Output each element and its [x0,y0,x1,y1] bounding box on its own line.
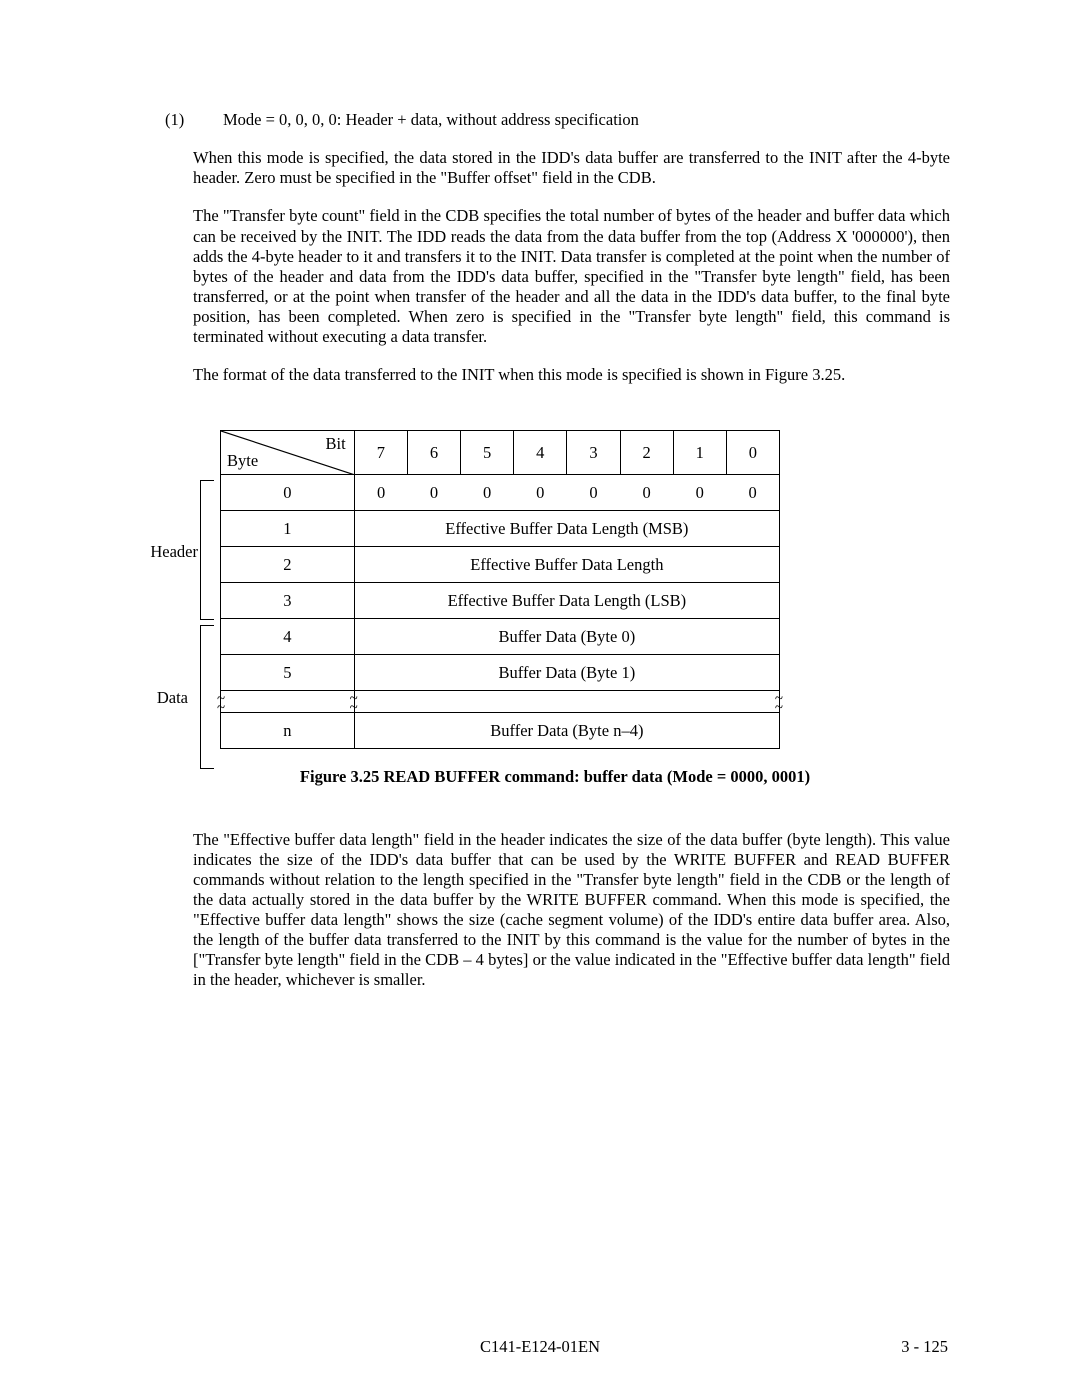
table-row-0: 0 0 0 0 0 0 0 0 0 [221,475,780,511]
section-heading: (1) Mode = 0, 0, 0, 0: Header + data, wi… [70,110,950,130]
header-bracket-label: Header [150,542,198,562]
row-4-span: Buffer Data (Byte 0) [354,619,779,655]
figure-caption: Figure 3.25 READ BUFFER command: buffer … [160,767,950,787]
row-5-span: Buffer Data (Byte 1) [354,655,779,691]
table-row-n: n Buffer Data (Byte n–4) [221,713,780,749]
bit-val: 0 [461,475,514,511]
bit-val: 0 [620,475,673,511]
bit-header-7: 7 [354,431,407,475]
bit-header-4: 4 [514,431,567,475]
row-2-span: Effective Buffer Data Length [354,547,779,583]
byte-1: 1 [221,511,355,547]
header-bracket [200,480,214,620]
gap-data-cell: ~~ [354,691,779,713]
figure-diagram: Header Data Bit Byte 7 6 5 4 3 2 [148,430,950,749]
byte-label: Byte [227,451,258,471]
table-row-1: 1 Effective Buffer Data Length (MSB) [221,511,780,547]
section-number: (1) [165,110,193,130]
header-row: Bit Byte 7 6 5 4 3 2 1 0 [221,431,780,475]
byte-n: n [221,713,355,749]
bit-val: 0 [726,475,779,511]
bracket-column: Header Data [148,430,220,749]
data-bracket-label: Data [157,688,188,708]
row-3-span: Effective Buffer Data Length (LSB) [354,583,779,619]
byte-5: 5 [221,655,355,691]
bit-val: 0 [514,475,567,511]
gap-byte-cell: ~~ ~~ [221,691,355,713]
table-row-2: 2 Effective Buffer Data Length [221,547,780,583]
table-row-3: 3 Effective Buffer Data Length (LSB) [221,583,780,619]
bit-header-6: 6 [407,431,460,475]
section-title: Mode = 0, 0, 0, 0: Header + data, withou… [223,110,639,130]
bit-header-0: 0 [726,431,779,475]
table-gap-row: ~~ ~~ ~~ [221,691,780,713]
document-page: (1) Mode = 0, 0, 0, 0: Header + data, wi… [0,0,1080,991]
paragraph-3: The format of the data transferred to th… [193,365,950,385]
row-1-span: Effective Buffer Data Length (MSB) [354,511,779,547]
bit-header-2: 2 [620,431,673,475]
row-n-span: Buffer Data (Byte n–4) [354,713,779,749]
bit-val: 0 [354,475,407,511]
table-row-4: 4 Buffer Data (Byte 0) [221,619,780,655]
data-bracket [200,625,214,769]
footer-page-num: 3 - 125 [901,1337,948,1357]
paragraph-4: The "Effective buffer data length" field… [193,830,950,991]
bit-label: Bit [326,434,346,454]
byte-bit-table: Bit Byte 7 6 5 4 3 2 1 0 0 0 0 0 [220,430,780,749]
bit-header-5: 5 [461,431,514,475]
byte-bit-header-cell: Bit Byte [221,431,355,475]
byte-4: 4 [221,619,355,655]
byte-2: 2 [221,547,355,583]
bit-header-1: 1 [673,431,726,475]
bit-val: 0 [567,475,620,511]
footer-doc-id: C141-E124-01EN [480,1337,600,1357]
bit-val: 0 [407,475,460,511]
paragraph-1: When this mode is specified, the data st… [193,148,950,188]
bit-val: 0 [673,475,726,511]
bit-header-3: 3 [567,431,620,475]
byte-0: 0 [221,475,355,511]
table-row-5: 5 Buffer Data (Byte 1) [221,655,780,691]
byte-3: 3 [221,583,355,619]
paragraph-2: The "Transfer byte count" field in the C… [193,206,950,347]
